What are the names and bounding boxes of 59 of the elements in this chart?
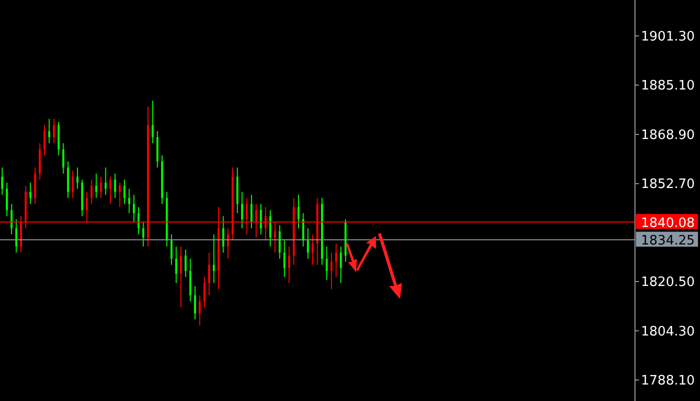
candlestick	[278, 224, 281, 260]
candlestick	[222, 216, 224, 254]
candlestick	[302, 212, 304, 248]
candlestick	[48, 118, 50, 144]
candlestick	[44, 124, 46, 156]
y-tick-label: 1852.70	[641, 177, 695, 192]
candlestick	[198, 294, 201, 326]
candlestick	[260, 203, 262, 235]
candlestick	[269, 210, 272, 248]
candlestick	[226, 228, 229, 260]
candlestick	[62, 142, 64, 174]
y-tick-label: 1820.50	[641, 275, 695, 290]
ref-line-label: 1840.08	[641, 216, 695, 231]
candlestick	[184, 249, 187, 278]
candlestick	[330, 252, 332, 290]
candlestick	[10, 203, 13, 235]
candlestick	[29, 182, 32, 204]
candlestick	[6, 182, 8, 217]
y-tick-label: 1788.10	[641, 374, 695, 389]
candlestick	[194, 286, 196, 320]
candlestick	[312, 234, 314, 266]
candlestick	[128, 188, 130, 214]
candlestick	[212, 234, 215, 284]
candlestick	[152, 100, 154, 144]
candlestick	[118, 182, 121, 208]
candlestick	[241, 191, 244, 229]
candlestick	[15, 218, 18, 254]
candlestick	[335, 243, 338, 278]
candlestick	[104, 167, 107, 196]
candlestick	[52, 118, 55, 144]
candlestick	[109, 176, 112, 204]
candlestick	[288, 246, 290, 284]
candlestick	[90, 179, 93, 204]
candlestick	[326, 246, 328, 280]
candlestick	[114, 173, 116, 198]
y-tick-label: 1885.10	[641, 78, 695, 94]
candlestick	[208, 252, 210, 296]
candlestick	[306, 228, 309, 260]
candlestick	[340, 246, 342, 284]
y-tick-label: 1901.30	[641, 29, 695, 44]
candlestick	[142, 222, 144, 248]
candlestick	[1, 167, 4, 196]
candlestick	[76, 167, 78, 190]
y-tick-label: 1804.30	[641, 324, 695, 340]
candlestick	[72, 170, 74, 198]
candlestick	[175, 246, 178, 284]
candlestick	[203, 276, 206, 308]
candlestick	[123, 179, 126, 204]
ref-line-label: 1834.25	[641, 234, 695, 249]
candlestick	[132, 194, 135, 223]
y-tick-label: 1868.90	[641, 128, 695, 143]
candlestick	[250, 194, 252, 229]
candlestick	[100, 176, 102, 198]
candlestick	[170, 234, 173, 266]
candlestick	[180, 246, 182, 308]
candlestick	[95, 173, 98, 198]
candlestick	[138, 206, 140, 235]
candlestick	[283, 240, 286, 278]
candlestick	[298, 194, 300, 229]
